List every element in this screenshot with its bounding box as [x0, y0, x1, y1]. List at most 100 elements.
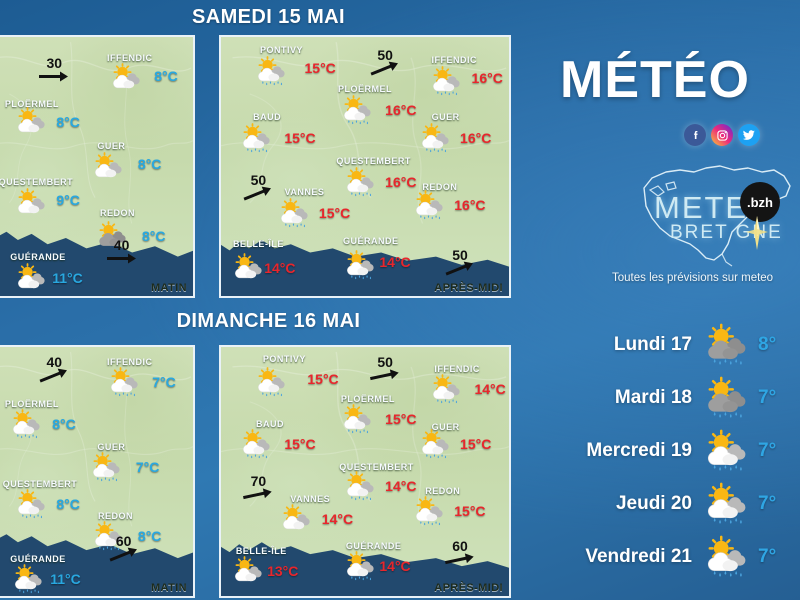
- map-sunday-morning[interactable]: PLOËRMEL 8°C IFFENDIC 7°C GUER 7°C QUESTEMBERT…: [0, 345, 195, 598]
- temperature-label: 8°C: [154, 67, 178, 84]
- city-label: GUÉRANDE: [345, 541, 402, 552]
- weather-icon-sun-cloud-rain: [109, 366, 143, 397]
- map-sunday-afternoon[interactable]: PONTIVY 15°C PLOËRMEL 15°C IFFENDIC 14°C BAUD 1…: [219, 345, 511, 598]
- arrow-icon: [109, 547, 139, 566]
- weather-icon-sun-cloud: [233, 252, 267, 282]
- map-borders: [221, 347, 509, 596]
- week-forecast-row[interactable]: Mercredi 19 7°: [560, 424, 800, 477]
- moment-label: MATIN: [150, 282, 187, 294]
- weather-icon-sun-cloud-rain: [345, 167, 379, 197]
- city-label: BELLE-ÎLE: [235, 546, 287, 557]
- city-label: BELLE-ÎLE: [232, 239, 284, 250]
- temperature-label: 15°C: [284, 436, 316, 453]
- week-forecast-row[interactable]: Mardi 18 7°: [560, 371, 800, 424]
- weather-icon-sun-cloud-rain: [93, 521, 127, 551]
- temperature-label: 7°C: [135, 458, 160, 475]
- arrow-icon: [445, 553, 475, 571]
- city-label: REDON: [97, 511, 133, 522]
- city-label: BAUD: [253, 112, 282, 123]
- weather-icon-sun-cloud: [16, 187, 50, 217]
- city-label: PLOËRMEL: [4, 99, 59, 110]
- moment-label: APRÈS-MIDI: [434, 282, 503, 294]
- logo-text-meteo: METE: [654, 190, 749, 225]
- temperature-label: 15°C: [318, 205, 351, 222]
- temperature-label: 16°C: [471, 70, 503, 87]
- weather-icon-sun-cloud: [233, 556, 267, 585]
- city-label: IFFENDIC: [434, 364, 480, 375]
- weather-icon-sun-cloud-rain: [241, 123, 275, 153]
- temperature-label: 15°C: [284, 130, 316, 146]
- week-forecast-row[interactable]: Vendredi 21 7°: [560, 530, 800, 583]
- wind-arrow: 70: [243, 473, 273, 506]
- social-links[interactable]: [684, 124, 760, 146]
- temperature-label: 15°C: [460, 436, 492, 453]
- wind-speed-label: 60: [115, 533, 132, 550]
- week-forecast-row[interactable]: Jeudi 20 7°: [560, 477, 800, 530]
- city-label: PLOËRMEL: [337, 83, 393, 94]
- weather-icon-sun-cloud-rain: [256, 366, 290, 397]
- temperature-label: 13°C: [267, 563, 299, 580]
- wind-arrow: 60: [445, 539, 475, 571]
- meteo-bretagne-logo[interactable]: METE BRET GNE .bzh: [636, 158, 800, 270]
- instagram-icon[interactable]: [711, 124, 733, 146]
- weather-icon-sun-cloud-rain: [431, 374, 465, 404]
- temperature-label: 7°C: [152, 373, 176, 390]
- week-temperature-label: 7°: [758, 492, 777, 514]
- moment-label: APRÈS-MIDI: [434, 582, 503, 594]
- week-day-label: Mercredi 19: [586, 439, 692, 461]
- city-label: GUER: [431, 112, 460, 123]
- week-day-label: Lundi 17: [613, 333, 692, 355]
- day-title-saturday: SAMEDI 15 MAI: [191, 6, 345, 28]
- logo-wordmark: METE BRET GNE: [654, 192, 800, 243]
- city-label: IFFENDIC: [107, 356, 153, 367]
- week-day-label: Jeudi 20: [615, 492, 692, 514]
- city-label: PLOËRMEL: [340, 394, 395, 405]
- temperature-label: 8°C: [52, 416, 76, 433]
- weather-icon-sun-cloud-rain: [700, 429, 758, 471]
- temperature-label: 16°C: [454, 197, 486, 214]
- arrow-icon: [243, 186, 273, 205]
- city-label: VANNES: [284, 187, 325, 198]
- wind-speed-label: 50: [452, 246, 468, 263]
- weather-icon-sun-cloud-rain: [345, 249, 379, 280]
- temperature-label: 15°C: [454, 503, 486, 520]
- city-label: IFFENDIC: [431, 55, 478, 66]
- weekly-forecast-list: Lundi 17 8° Mardi 18 7° Mercredi 19 7° Jeudi 2…: [560, 318, 800, 583]
- city-label: QUESTEMBERT: [2, 478, 78, 489]
- wind-arrow: 50: [370, 48, 400, 80]
- temperature-label: 8°C: [56, 114, 80, 131]
- map-saturday-afternoon[interactable]: PONTIVY 15°C PLOËRMEL 16°C IFFENDIC 16°C BAUD 1…: [219, 35, 511, 298]
- week-forecast-row[interactable]: Lundi 17 8°: [560, 318, 800, 371]
- weather-icon-sun-cloud-rain: [13, 563, 47, 593]
- temperature-label: 16°C: [385, 101, 417, 118]
- temperature-label: 16°C: [385, 174, 417, 191]
- wind-arrow: 50: [370, 353, 400, 387]
- city-label: GUÉRANDE: [342, 236, 399, 247]
- arrow-icon: [243, 488, 273, 506]
- temperature-label: 8°C: [142, 228, 166, 245]
- wind-speed-label: 40: [46, 353, 63, 370]
- weather-icon-sun-cloud: [281, 503, 315, 533]
- moment-label: MATIN: [150, 582, 187, 594]
- weather-icon-sun-cloud-rain: [342, 404, 376, 434]
- wind-arrow: 40: [106, 236, 137, 270]
- day-title-sunday: DIMANCHE 16 MAI: [176, 310, 361, 332]
- map-saturday-morning[interactable]: PLOËRMEL 8°C IFFENDIC 8°C GUER 8°C QUESTEMBERT…: [0, 35, 195, 298]
- city-label: QUESTEMBERT: [336, 156, 411, 167]
- logo-text-bretagne: BRET GNE: [670, 222, 783, 243]
- facebook-icon[interactable]: [684, 124, 706, 146]
- arrow-icon: [106, 252, 137, 270]
- twitter-icon[interactable]: [738, 124, 760, 146]
- wind-speed-label: 40: [113, 236, 130, 253]
- week-temperature-label: 7°: [758, 545, 777, 567]
- wind-speed-label: 70: [250, 473, 267, 490]
- temperature-label: 15°C: [304, 60, 336, 77]
- city-label: REDON: [425, 486, 461, 497]
- city-label: PONTIVY: [262, 354, 306, 365]
- weather-icon-sun-cloud-rain: [420, 429, 454, 459]
- wind-arrow: 50: [243, 173, 273, 205]
- weather-icon-sun-cloud-rain: [279, 198, 313, 228]
- wind-speed-label: 50: [377, 353, 393, 370]
- city-label: QUESTEMBERT: [339, 461, 414, 472]
- weather-icon-sun-cloud-rain: [91, 451, 125, 481]
